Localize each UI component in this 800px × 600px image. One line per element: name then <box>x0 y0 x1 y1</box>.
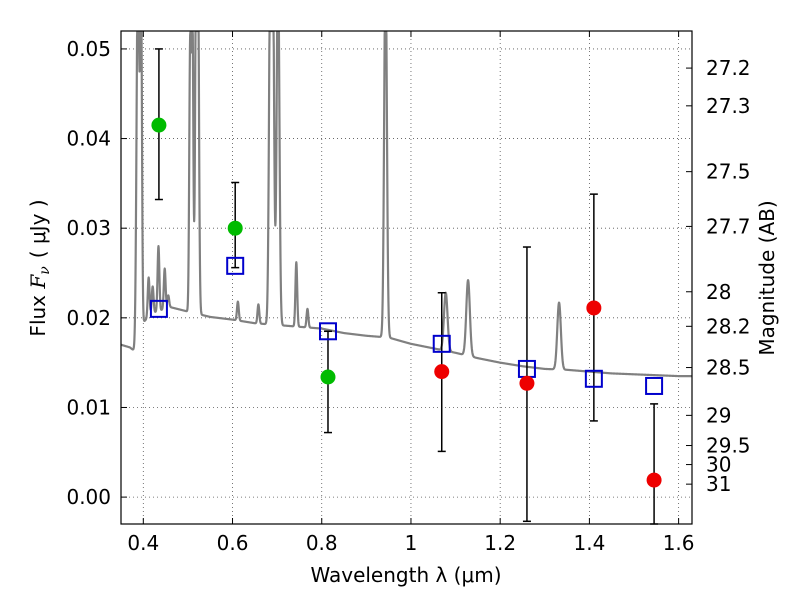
mag-tick-label-5: 28.2 <box>706 314 751 338</box>
mag-tick-label-9: 30 <box>706 453 731 477</box>
x-tick-label-1: 0.6 <box>217 531 249 555</box>
plot-frame <box>120 30 693 525</box>
y-tick-label-2: 0.02 <box>66 306 111 330</box>
upper-point-4 <box>519 375 535 391</box>
detection-point-1 <box>227 220 243 236</box>
model-square-5 <box>584 369 603 388</box>
x-tick-label-3: 1 <box>405 531 418 555</box>
y-tick-label-1: 0.01 <box>66 395 111 419</box>
model-square-2 <box>318 322 337 341</box>
y-axis-label-variable: F <box>26 274 50 290</box>
model-square-0 <box>149 299 168 318</box>
y-tick-label-0: 0.00 <box>66 485 111 509</box>
x-axis-label: Wavelength λ (μm) <box>310 563 501 587</box>
mag-tick-label-1: 27.3 <box>706 94 751 118</box>
y-axis-label-subscript: ν <box>37 266 53 275</box>
mag-tick-label-0: 27.2 <box>706 56 751 80</box>
upper-point-3 <box>434 364 450 380</box>
model-spectrum <box>121 31 692 378</box>
x-tick-label-4: 1.2 <box>484 531 516 555</box>
y-tick-label-3: 0.03 <box>66 216 111 240</box>
mag-tick-label-2: 27.5 <box>706 160 751 184</box>
error-bars <box>154 48 659 525</box>
grid <box>121 31 692 524</box>
x-tick-label-0: 0.4 <box>127 531 159 555</box>
y-tick-label-4: 0.04 <box>66 127 111 151</box>
y-tick-label-5: 0.05 <box>66 37 111 61</box>
observed-photometry-markers <box>151 117 662 488</box>
detection-point-2 <box>320 369 336 385</box>
spectrum-line <box>121 31 692 378</box>
mag-tick-label-7: 29 <box>706 403 731 427</box>
detection-point-0 <box>151 117 167 133</box>
mag-tick-label-8: 29.5 <box>706 434 751 458</box>
x-tick-label-5: 1.4 <box>573 531 605 555</box>
mag-tick-label-6: 28.5 <box>706 356 751 380</box>
upper-point-5 <box>586 300 602 316</box>
mag-tick-label-10: 31 <box>706 472 731 496</box>
mag-tick-label-4: 28 <box>706 280 731 304</box>
model-photometry-markers <box>149 256 664 395</box>
model-square-3 <box>432 334 451 353</box>
y-axis-label-unit: ( μJy ) <box>26 199 50 258</box>
model-square-6 <box>645 376 664 395</box>
y-axis-label-prefix: Flux <box>26 289 50 337</box>
upper-point-6 <box>646 472 662 488</box>
x-axis-ticks: 0.4 0.6 0.8 1 1.2 1.4 1.6 <box>127 31 695 555</box>
mag-tick-label-3: 27.7 <box>706 214 751 238</box>
x-tick-label-6: 1.6 <box>663 531 695 555</box>
model-square-1 <box>226 256 245 275</box>
x-tick-label-2: 0.8 <box>306 531 338 555</box>
magnitude-axis-label: Magnitude (AB) <box>755 200 779 355</box>
y-axis-ticks: 0.00 0.01 0.02 0.03 0.04 0.05 <box>66 37 127 509</box>
y-axis-label: Flux Fν ( μJy ) <box>26 199 53 336</box>
